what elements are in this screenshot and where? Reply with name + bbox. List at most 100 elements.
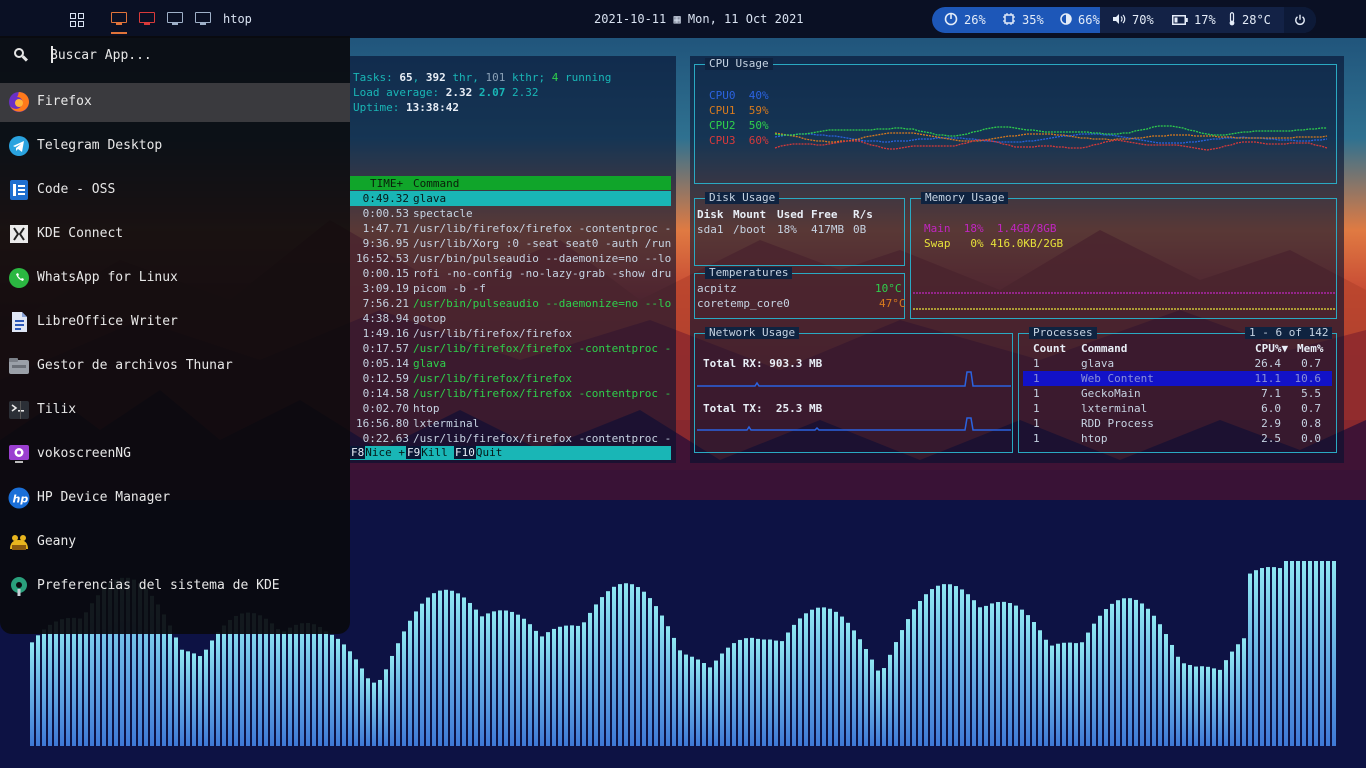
launcher-app-geany[interactable]: Geany bbox=[0, 523, 350, 562]
visualizer-bar bbox=[1200, 666, 1204, 746]
htop-process-row[interactable]: 3:09.19 picom -b -f bbox=[350, 281, 671, 296]
launcher-app-gestor-de-archivos-thunar[interactable]: Gestor de archivos Thunar bbox=[0, 347, 350, 386]
proc-header-count[interactable]: Count bbox=[1033, 342, 1067, 355]
proc-header-mem[interactable]: Mem% bbox=[1297, 342, 1324, 355]
htop-process-row[interactable]: 16:52.53/usr/bin/pulseaudio --daemonize=… bbox=[350, 251, 671, 266]
process-row[interactable]: 1 GeckoMain 7.1 5.5 bbox=[1023, 386, 1332, 401]
htop-process-time: 16:56.80 bbox=[356, 417, 409, 430]
visualizer-bar bbox=[906, 619, 910, 746]
htop-process-row[interactable]: 0:14.58/usr/lib/firefox/firefox -content… bbox=[350, 386, 671, 401]
power-icon bbox=[1295, 14, 1305, 25]
htop-fkey-f10[interactable]: F10Quit bbox=[454, 446, 503, 459]
search-input[interactable] bbox=[50, 45, 330, 65]
process-row[interactable]: 1 glava 26.4 0.7 bbox=[1023, 356, 1332, 371]
proc-header-cpu[interactable]: CPU%▼ bbox=[1255, 342, 1289, 355]
htop-process-row[interactable]: 4:38.94 gotop bbox=[350, 311, 671, 326]
htop-process-row[interactable]: 0:00.15 rofi -no-config -no-lazy-grab -sh… bbox=[350, 266, 671, 281]
htop-process-command: htop bbox=[413, 402, 440, 415]
visualizer-bar bbox=[570, 625, 574, 746]
workspace-3-monitor-icon[interactable] bbox=[167, 12, 183, 26]
visualizer-bar bbox=[1284, 561, 1288, 746]
volume-status[interactable]: 70% bbox=[1112, 7, 1154, 33]
visualizer-bar bbox=[234, 615, 238, 746]
memory-usage-box: Memory Usage Main 18% 1.4GB/8GB Swap 0% … bbox=[910, 192, 1337, 319]
htop-process-row[interactable]: 0:12.59/usr/lib/firefox/firefox bbox=[350, 371, 671, 386]
system-monitor[interactable]: CPU Usage CPU0 40% CPU1 59% CPU2 50% CPU3 6… bbox=[690, 56, 1344, 463]
visualizer-bar bbox=[1242, 638, 1246, 746]
battery-value: 17% bbox=[1194, 13, 1216, 27]
power-button[interactable] bbox=[1284, 7, 1316, 33]
visualizer-bar bbox=[336, 638, 340, 746]
launcher-app-code-oss[interactable]: Code - OSS bbox=[0, 171, 350, 210]
network-tx-line: Total TX: 25.3 MB bbox=[703, 402, 823, 415]
visualizer-bar bbox=[270, 623, 274, 746]
visualizer-bar bbox=[600, 597, 604, 746]
htop-process-command: /usr/bin/pulseaudio --daemonize=no --log… bbox=[413, 297, 671, 310]
htop-process-row[interactable]: 7:56.21/usr/bin/pulseaudio --daemonize=n… bbox=[350, 296, 671, 311]
workspace-2-monitor-icon[interactable] bbox=[139, 12, 155, 26]
htop-process-row[interactable]: 0:17.57/usr/lib/firefox/firefox -content… bbox=[350, 341, 671, 356]
visualizer-bar bbox=[822, 607, 826, 746]
app-grid-icon[interactable] bbox=[70, 13, 84, 27]
launcher-app-firefox[interactable]: Firefox bbox=[0, 83, 350, 122]
htop-process-time: 16:52.53 bbox=[356, 252, 409, 265]
htop-tasks-line: Tasks: 65, 392 thr, 101 kthr; 4 running bbox=[353, 71, 612, 84]
brightness-status[interactable]: 66% bbox=[1060, 7, 1100, 33]
htop-column-header[interactable]: TIME+ Command bbox=[350, 176, 671, 190]
cpu-status[interactable]: 26% bbox=[944, 7, 986, 33]
launcher-app-telegram-desktop[interactable]: Telegram Desktop bbox=[0, 127, 350, 166]
process-mem: 0.7 bbox=[1301, 402, 1321, 415]
launcher-app-tilix[interactable]: Tilix bbox=[0, 391, 350, 430]
launcher-search-row[interactable] bbox=[0, 36, 350, 74]
visualizer-bar bbox=[1170, 644, 1174, 746]
launcher-app-hp-device-manager[interactable]: hp HP Device Manager bbox=[0, 479, 350, 518]
htop-process-row[interactable]: 9:36.95/usr/lib/Xorg :0 -seat seat0 -aut… bbox=[350, 236, 671, 251]
launcher-app-vokoscreenng[interactable]: vokoscreenNG bbox=[0, 435, 350, 474]
visualizer-bar bbox=[588, 612, 592, 746]
workspace-1-monitor-icon[interactable] bbox=[111, 12, 127, 26]
process-row[interactable]: 1 lxterminal 6.0 0.7 bbox=[1023, 401, 1332, 416]
htop-process-row[interactable]: 16:56.80 lxterminal bbox=[350, 416, 671, 431]
battery-status[interactable]: 17% bbox=[1172, 7, 1216, 33]
visualizer-bar bbox=[1320, 561, 1324, 746]
launcher-app-kde-connect[interactable]: KDE Connect bbox=[0, 215, 350, 254]
visualizer-bar bbox=[30, 642, 34, 746]
htop-process-row[interactable]: 0:00.53 spectacle bbox=[350, 206, 671, 221]
visualizer-bar bbox=[432, 593, 436, 746]
process-row[interactable]: 1 RDD Process 2.9 0.8 bbox=[1023, 416, 1332, 431]
htop-process-row[interactable]: 0:22.63/usr/lib/firefox/firefox -content… bbox=[350, 431, 671, 446]
visualizer-bar bbox=[246, 612, 250, 746]
launcher-app-whatsapp-for-linux[interactable]: WhatsApp for Linux bbox=[0, 259, 350, 298]
ram-status[interactable]: 35% bbox=[1002, 7, 1044, 33]
htop-terminal[interactable]: Tasks: 65, 392 thr, 101 kthr; 4 running … bbox=[350, 56, 676, 463]
visualizer-bar bbox=[816, 607, 820, 746]
proc-header-command[interactable]: Command bbox=[1081, 342, 1128, 355]
temperature-status[interactable]: 28°C bbox=[1228, 7, 1271, 33]
htop-process-command: spectacle bbox=[413, 207, 473, 220]
visualizer-bar bbox=[1080, 642, 1084, 746]
visualizer-bar bbox=[54, 621, 58, 746]
status-pill: 26% 35% 66% 70% 17% 28°C bbox=[932, 7, 1316, 33]
launcher-app-preferencias-del-sistema-de-kde[interactable]: Preferencias del sistema de KDE bbox=[0, 567, 350, 606]
htop-process-row[interactable]: 1:47.71/usr/lib/firefox/firefox -content… bbox=[350, 221, 671, 236]
htop-time-header[interactable]: TIME+ bbox=[370, 177, 404, 190]
htop-process-row[interactable]: 0:05.14 glava bbox=[350, 356, 671, 371]
htop-process-command: glava bbox=[413, 357, 447, 370]
workspace-4-monitor-icon[interactable] bbox=[195, 12, 211, 26]
htop-command-header[interactable]: Command bbox=[413, 177, 460, 190]
htop-process-row[interactable]: 0:49.32 glava bbox=[350, 191, 671, 206]
launcher-app-libreoffice-writer[interactable]: LibreOffice Writer bbox=[0, 303, 350, 342]
process-row[interactable]: 1 htop 2.5 0.0 bbox=[1023, 431, 1332, 446]
visualizer-bar bbox=[984, 605, 988, 746]
visualizer-bar bbox=[936, 585, 940, 746]
process-row[interactable]: 1 Web Content 11.1 10.6 bbox=[1023, 371, 1332, 386]
htop-fkey-f9[interactable]: F9Kill bbox=[406, 446, 461, 459]
htop-process-row[interactable]: 1:49.16/usr/lib/firefox/firefox bbox=[350, 326, 671, 341]
app-launcher[interactable]: Firefox Telegram Desktop Code - OSS KDE Con… bbox=[0, 36, 350, 634]
visualizer-bar bbox=[1176, 656, 1180, 746]
temperatures-title: Temperatures bbox=[705, 267, 793, 279]
htop-fkey-f8[interactable]: F8Nice + bbox=[350, 446, 405, 459]
htop-process-row[interactable]: 0:02.70 htop bbox=[350, 401, 671, 416]
process-cpu: 6.0 bbox=[1261, 402, 1281, 415]
clock[interactable]: 2021-10-11 ▦ Mon, 11 Oct 2021 bbox=[594, 12, 804, 26]
